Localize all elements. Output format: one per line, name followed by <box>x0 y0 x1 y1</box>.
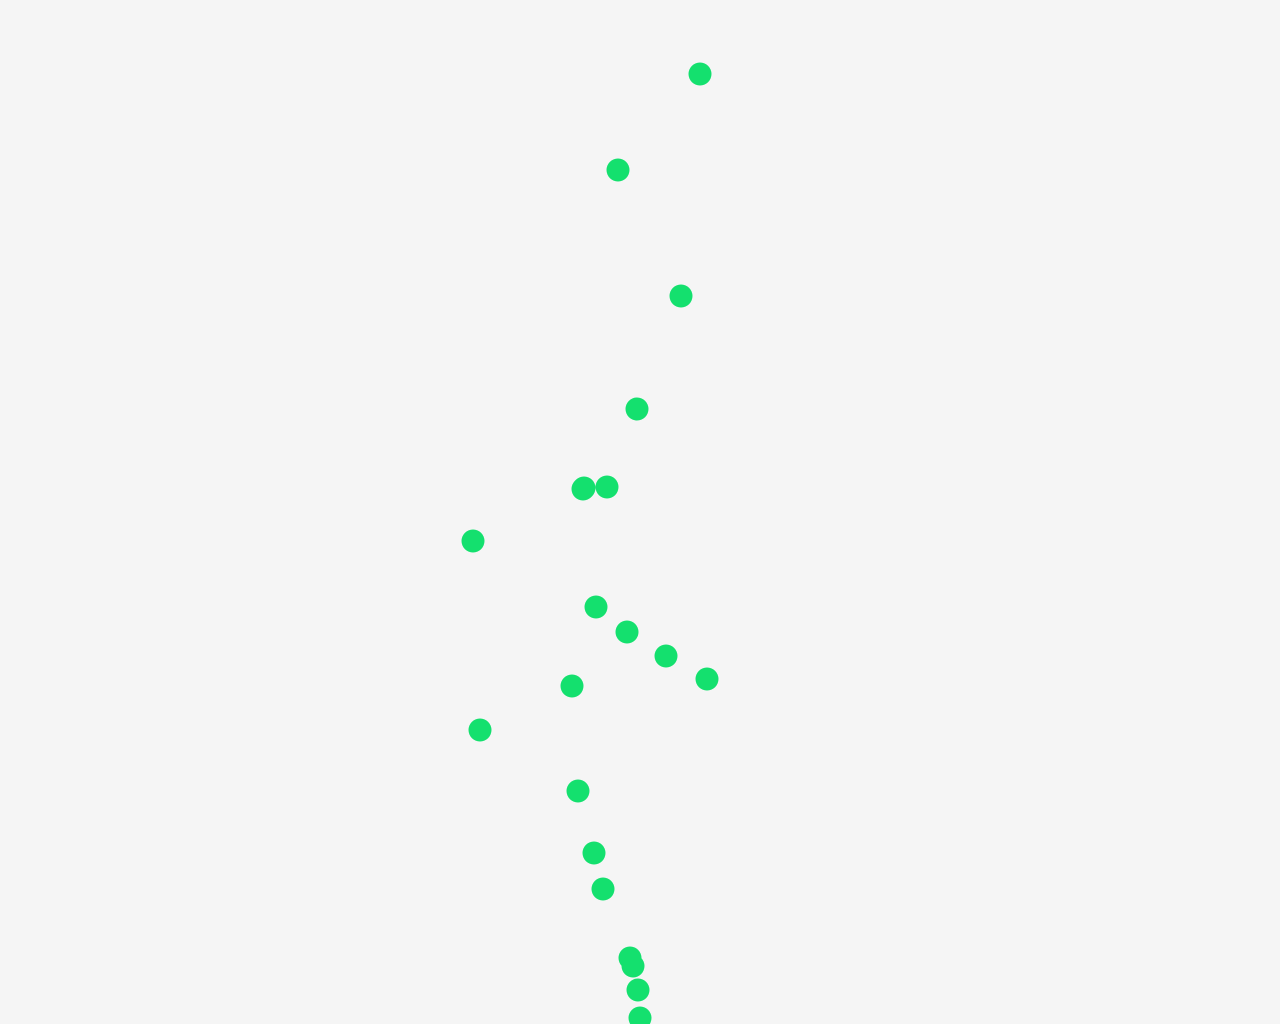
floating-dot <box>606 158 630 182</box>
floating-dot <box>628 1006 652 1024</box>
floating-dot <box>584 595 608 619</box>
floating-dot <box>468 718 492 742</box>
floating-dot <box>669 284 693 308</box>
floating-dot <box>621 954 645 978</box>
floating-dot <box>615 620 639 644</box>
floating-dot <box>571 477 595 501</box>
floating-dot <box>695 667 719 691</box>
floating-dot <box>591 877 615 901</box>
floating-dot <box>654 644 678 668</box>
floating-dot <box>626 978 650 1002</box>
dot-layer <box>461 62 719 1024</box>
floating-dot <box>688 62 712 86</box>
floating-dot <box>560 674 584 698</box>
floating-dot <box>595 475 619 499</box>
floating-dot <box>582 841 606 865</box>
floating-dot <box>625 397 649 421</box>
floating-dot <box>566 779 590 803</box>
floating-dot <box>461 529 485 553</box>
